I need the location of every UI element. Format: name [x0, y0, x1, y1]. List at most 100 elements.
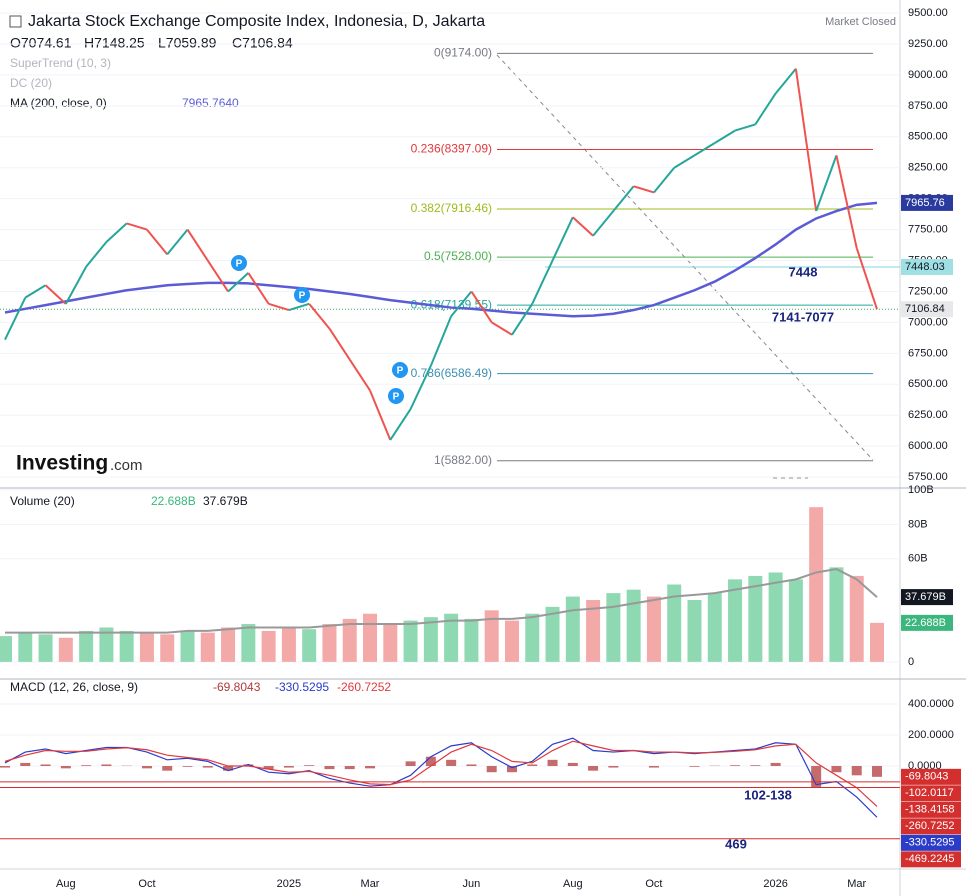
macd-histogram — [547, 759, 558, 767]
price-marker — [901, 194, 953, 211]
macd-histogram — [770, 762, 781, 767]
price-segment — [835, 155, 858, 249]
macd-histogram — [446, 759, 457, 767]
macd-histogram — [872, 766, 882, 777]
price-segment — [44, 284, 67, 305]
volume-bar — [221, 627, 236, 662]
price-segment — [105, 222, 128, 243]
volume-bar — [119, 630, 134, 662]
price-segment — [693, 142, 716, 157]
price-segment — [734, 123, 756, 132]
macd-histogram — [0, 766, 10, 768]
macd-histogram — [486, 766, 497, 773]
volume-bar — [484, 610, 499, 662]
macd-histogram — [40, 764, 51, 767]
x-tick-label: Aug — [563, 878, 583, 890]
pivot-label: P — [393, 392, 400, 403]
macd-histogram — [20, 762, 31, 767]
ohlc-value: L7059.89 — [158, 35, 217, 51]
price-segment — [815, 155, 838, 212]
macd-histogram — [689, 766, 700, 767]
y-tick-label: 8500.00 — [908, 131, 948, 143]
x-tick-label: Mar — [361, 878, 380, 890]
volume-bar — [403, 620, 418, 662]
collapse-icon[interactable] — [9, 15, 22, 28]
volume-bar — [748, 575, 763, 662]
price-segment — [146, 228, 169, 255]
volume-bar — [646, 596, 661, 662]
y-tick-label: 7000.00 — [908, 316, 948, 328]
price-segment — [227, 272, 250, 293]
volume-bar — [423, 617, 438, 662]
volume-bar — [687, 599, 702, 662]
ma-legend-value: 7965.7640 — [182, 96, 239, 110]
volume-bar — [504, 620, 519, 662]
y-tick-label: 6750.00 — [908, 347, 948, 359]
volume-bar — [586, 599, 601, 662]
price-segment — [409, 365, 432, 410]
y-tick-label: 6000.00 — [908, 440, 948, 452]
fib-label: 0.382(7916.46) — [411, 201, 492, 215]
fib-label: 1(5882.00) — [434, 453, 492, 467]
volume-bar — [241, 624, 256, 662]
x-tick-label: 2025 — [277, 878, 301, 890]
price-marker — [901, 301, 953, 318]
macd-marker-label: -260.7252 — [905, 820, 955, 832]
pivot-marker — [388, 388, 404, 404]
price-segment — [633, 185, 655, 194]
macd-histogram — [648, 766, 659, 768]
volume-bar — [302, 629, 317, 662]
price-segment — [531, 260, 554, 305]
volume-bar — [626, 589, 641, 662]
price-marker-label: 7448.03 — [905, 261, 945, 273]
macd-marker — [901, 785, 961, 802]
volume-bar — [545, 606, 560, 662]
volume-bar — [768, 572, 783, 662]
price-segment — [855, 247, 878, 310]
price-segment — [491, 321, 513, 336]
volume-bar — [707, 593, 722, 662]
volume-bar — [788, 579, 803, 662]
macd-marker-label: -102.0117 — [905, 787, 954, 799]
annotation: 7448 — [789, 264, 818, 279]
price-marker-label: 7965.76 — [905, 197, 945, 209]
y-tick-label: 8250.00 — [908, 162, 948, 174]
volume-title: Volume (20) — [10, 494, 75, 508]
price-segment — [389, 408, 412, 441]
macd-marker — [901, 834, 961, 851]
price-segment — [85, 241, 108, 268]
price-segment — [126, 222, 148, 231]
price-segment — [429, 315, 453, 367]
price-segment — [186, 229, 209, 262]
volume-bar — [180, 630, 195, 662]
macd-histogram — [60, 766, 71, 769]
volume-bar — [809, 507, 824, 662]
macd-marker — [901, 801, 961, 818]
logo-suffix: .com — [110, 457, 143, 474]
volume-bar — [728, 579, 743, 662]
fib-label: 0.786(6586.49) — [411, 366, 492, 380]
y-tick-label: 60B — [908, 553, 928, 565]
y-tick-label: 9250.00 — [908, 38, 948, 50]
volume-bar — [667, 584, 682, 662]
macd-histogram — [730, 765, 741, 767]
pivot-label: P — [299, 291, 306, 302]
volume-bar — [829, 567, 844, 662]
price-segment — [288, 302, 310, 311]
macd-histogram — [304, 765, 315, 767]
macd-histogram — [365, 766, 376, 769]
volume-bar — [200, 632, 215, 662]
volume-bar — [139, 632, 154, 662]
volume-bar — [565, 596, 580, 662]
pivot-marker — [392, 362, 408, 378]
ohlc-value: H7148.25 — [84, 35, 145, 51]
y-tick-label: 7250.00 — [908, 285, 948, 297]
macd-histogram — [243, 764, 254, 767]
x-tick-label: Jun — [463, 878, 481, 890]
volume-bar — [383, 624, 398, 662]
fib-label: 0(9174.00) — [434, 46, 492, 60]
pivot-marker — [231, 255, 247, 271]
volume-legend-value: 37.679B — [203, 494, 248, 508]
y-tick-label: 80B — [908, 518, 928, 530]
